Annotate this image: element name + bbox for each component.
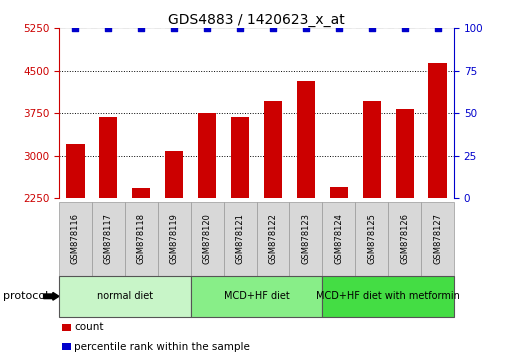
Text: GSM878120: GSM878120 [203, 213, 212, 264]
Point [401, 25, 409, 31]
Text: GSM878116: GSM878116 [71, 213, 80, 264]
Text: GSM878125: GSM878125 [367, 213, 376, 264]
Bar [198, 113, 216, 326]
Bar [100, 117, 117, 326]
Bar [330, 187, 348, 326]
Bar [66, 144, 85, 326]
Text: percentile rank within the sample: percentile rank within the sample [74, 342, 250, 352]
Point [170, 25, 179, 31]
Point [302, 25, 310, 31]
Text: normal diet: normal diet [97, 291, 153, 302]
Point [104, 25, 112, 31]
Text: GSM878127: GSM878127 [433, 213, 442, 264]
Text: MCD+HF diet with metformin: MCD+HF diet with metformin [316, 291, 460, 302]
Bar [363, 101, 381, 326]
Point [368, 25, 376, 31]
Text: GSM878122: GSM878122 [268, 213, 278, 264]
Point [137, 25, 145, 31]
Text: GSM878121: GSM878121 [235, 213, 245, 264]
Title: GDS4883 / 1420623_x_at: GDS4883 / 1420623_x_at [168, 13, 345, 27]
Text: MCD+HF diet: MCD+HF diet [224, 291, 289, 302]
Point [71, 25, 80, 31]
Bar [231, 117, 249, 326]
Text: GSM878123: GSM878123 [301, 213, 310, 264]
Bar [396, 109, 413, 326]
Bar [132, 188, 150, 326]
Point [236, 25, 244, 31]
Bar [264, 101, 282, 326]
Text: protocol: protocol [3, 291, 48, 301]
Text: GSM878117: GSM878117 [104, 213, 113, 264]
Text: GSM878118: GSM878118 [137, 213, 146, 264]
Point [269, 25, 277, 31]
Text: GSM878126: GSM878126 [400, 213, 409, 264]
Bar [165, 151, 183, 326]
Bar [428, 63, 447, 326]
Point [203, 25, 211, 31]
Point [433, 25, 442, 31]
Text: GSM878119: GSM878119 [170, 213, 179, 264]
Point [334, 25, 343, 31]
Text: count: count [74, 322, 104, 332]
Text: GSM878124: GSM878124 [334, 213, 343, 264]
Bar [297, 81, 315, 326]
